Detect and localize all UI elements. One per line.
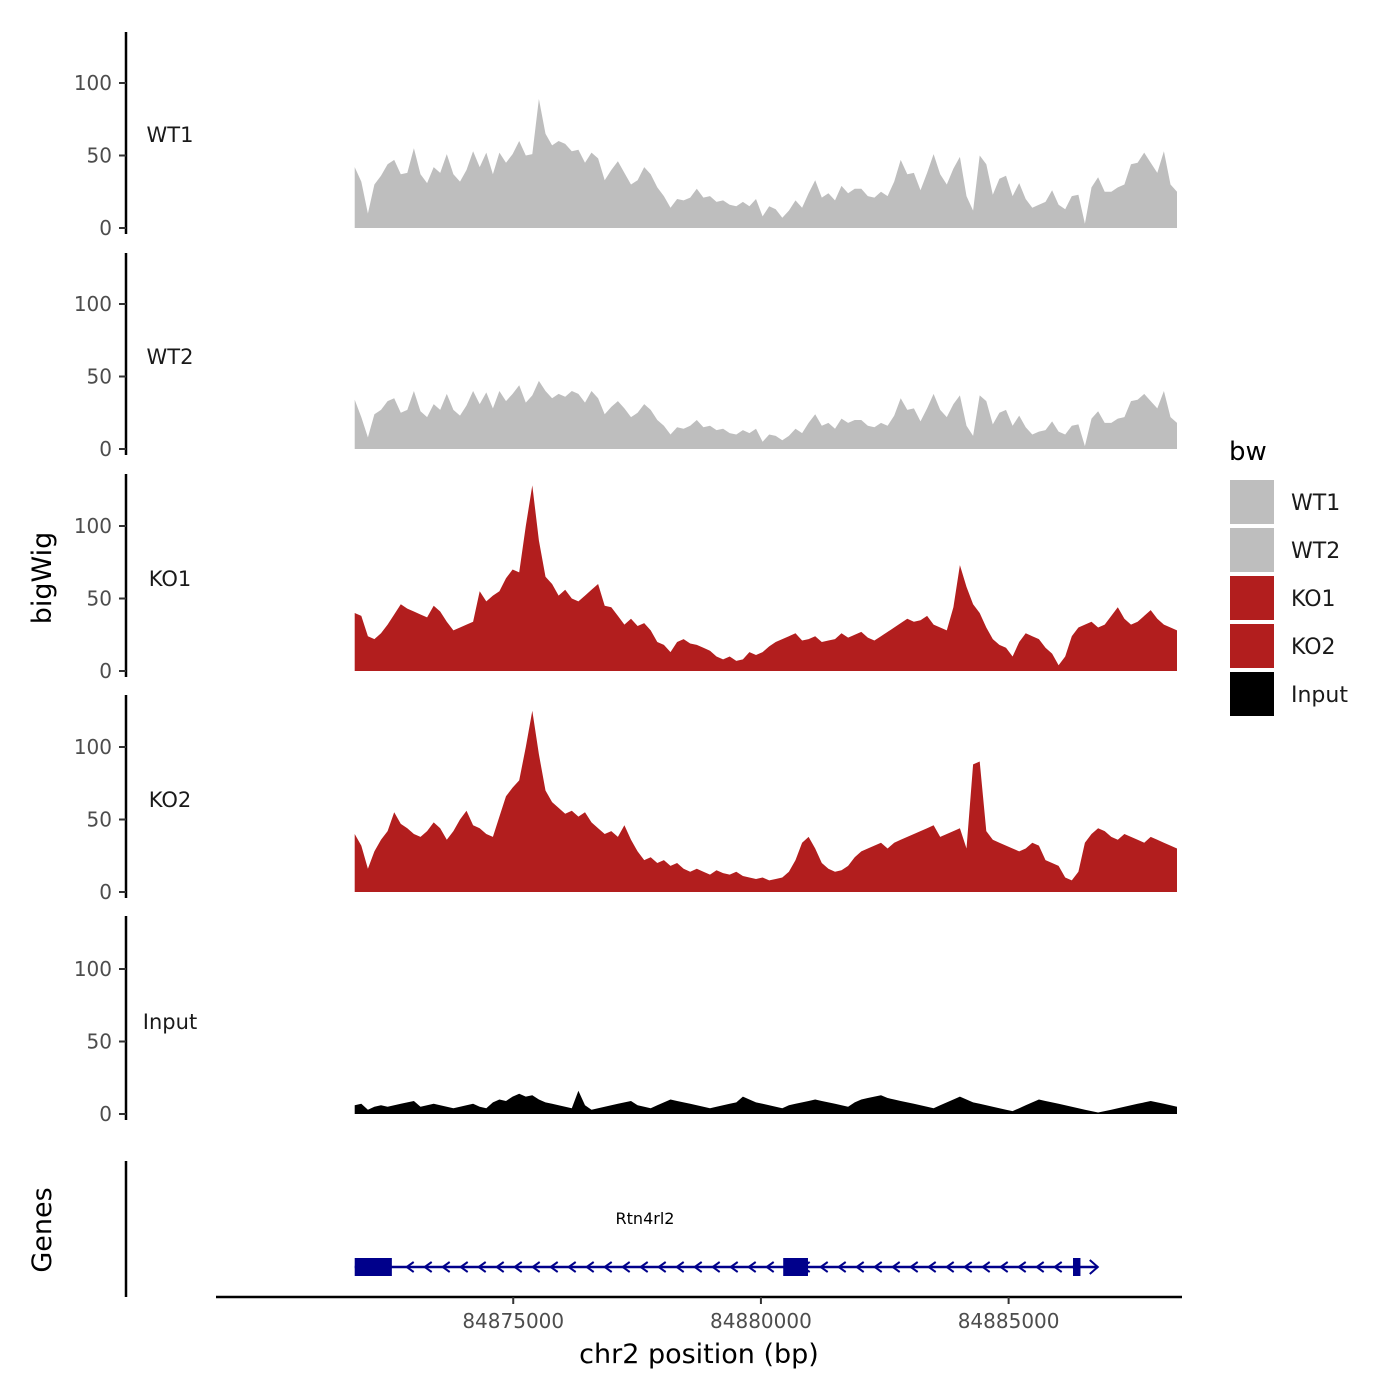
strand-arrow xyxy=(440,1261,451,1273)
y-tick-label: 50 xyxy=(87,808,112,832)
x-tick-label: 84885000 xyxy=(958,1309,1060,1333)
strand-arrow xyxy=(584,1261,595,1273)
strand-arrow xyxy=(404,1261,415,1273)
gene-name-label: Rtn4rl2 xyxy=(616,1209,675,1228)
legend-swatch xyxy=(1230,576,1274,620)
y-axis-title: bigWig xyxy=(27,532,58,625)
track-wt1: 0 50 100 WT1 xyxy=(74,32,1177,240)
gene-end-marker xyxy=(1089,1259,1100,1275)
legend-swatch xyxy=(1230,480,1274,524)
y-tick-label: 0 xyxy=(99,437,112,461)
legend-title: bw xyxy=(1229,437,1267,467)
strand-arrow xyxy=(638,1261,649,1273)
legend-item-ko1: KO1 xyxy=(1230,576,1336,620)
track-label: KO2 xyxy=(149,788,192,812)
gene-panel-title: Genes xyxy=(27,1187,58,1272)
y-tick-label: 100 xyxy=(74,71,112,95)
strand-arrow xyxy=(1034,1261,1045,1273)
strand-arrow xyxy=(512,1261,523,1273)
strand-arrow xyxy=(656,1261,667,1273)
strand-arrow xyxy=(422,1261,433,1273)
x-axis: 84875000 84880000 84885000 xyxy=(216,1295,1182,1333)
y-tick-label: 0 xyxy=(99,216,112,240)
strand-arrow xyxy=(890,1261,901,1273)
strand-arrow xyxy=(1052,1261,1063,1273)
gene-exon xyxy=(1073,1258,1081,1276)
legend-item-wt2: WT2 xyxy=(1230,528,1340,572)
strand-arrow xyxy=(566,1261,577,1273)
track-label: WT2 xyxy=(147,345,194,369)
signal-area-ko2 xyxy=(354,710,1177,892)
strand-arrow xyxy=(548,1261,559,1273)
strand-arrow xyxy=(836,1261,847,1273)
track-wt2: 0 50 100 WT2 xyxy=(74,253,1177,461)
track-ko1: 0 50 100 KO1 xyxy=(74,474,1177,683)
y-tick-label: 100 xyxy=(74,735,112,759)
strand-arrow xyxy=(620,1261,631,1273)
track-ko2: 0 50 100 KO2 xyxy=(74,695,1177,904)
strand-arrow xyxy=(458,1261,469,1273)
legend-item-input: Input xyxy=(1230,672,1348,716)
legend-label: KO2 xyxy=(1291,635,1336,660)
strand-arrow xyxy=(746,1261,757,1273)
signal-area-wt2 xyxy=(354,380,1177,449)
y-tick-label: 100 xyxy=(74,292,112,316)
legend-swatch xyxy=(1230,528,1274,572)
strand-arrow xyxy=(926,1261,937,1273)
legend: bw WT1 WT2 KO1 KO2 Input xyxy=(1229,437,1348,716)
strand-arrow xyxy=(998,1261,1009,1273)
strand-arrow xyxy=(674,1261,685,1273)
y-tick-label: 50 xyxy=(87,1030,112,1054)
bigwig-tracks: 0 50 100 WT1 0 50 100 WT2 0 50 100 KO1 0 50 100 KO2 0 50 1… xyxy=(74,32,1177,1126)
y-tick-label: 50 xyxy=(87,587,112,611)
strand-arrow xyxy=(854,1261,865,1273)
strand-arrow xyxy=(530,1261,541,1273)
strand-arrow xyxy=(692,1261,703,1273)
y-tick-label: 100 xyxy=(74,514,112,538)
strand-arrow xyxy=(494,1261,505,1273)
strand-arrow xyxy=(818,1261,829,1273)
legend-label: WT2 xyxy=(1291,539,1340,564)
track-label: WT1 xyxy=(147,123,194,147)
legend-item-wt1: WT1 xyxy=(1230,480,1340,524)
strand-arrow xyxy=(728,1261,739,1273)
strand-arrow xyxy=(962,1261,973,1273)
legend-label: KO1 xyxy=(1291,587,1336,612)
strand-arrow xyxy=(908,1261,919,1273)
x-tick-label: 84880000 xyxy=(710,1309,812,1333)
y-tick-label: 0 xyxy=(99,880,112,904)
x-tick-label: 84875000 xyxy=(462,1309,564,1333)
x-axis-title: chr2 position (bp) xyxy=(579,1339,819,1370)
gene-exon xyxy=(354,1258,392,1276)
track-input: 0 50 100 Input xyxy=(74,916,1177,1126)
gene-exon xyxy=(783,1258,808,1276)
strand-arrow xyxy=(980,1261,991,1273)
strand-arrow xyxy=(1016,1261,1027,1273)
gene-panel: Rtn4rl2 xyxy=(124,1161,1100,1297)
legend-item-ko2: KO2 xyxy=(1230,624,1336,668)
track-label: KO1 xyxy=(149,567,192,591)
strand-arrow xyxy=(872,1261,883,1273)
strand-arrow xyxy=(710,1261,721,1273)
legend-label: Input xyxy=(1291,683,1348,708)
legend-label: WT1 xyxy=(1291,491,1340,516)
strand-arrow xyxy=(476,1261,487,1273)
track-label: Input xyxy=(143,1010,197,1034)
y-tick-label: 100 xyxy=(74,957,112,981)
strand-arrow xyxy=(602,1261,613,1273)
signal-area-input xyxy=(354,1090,1177,1114)
y-tick-label: 0 xyxy=(99,1102,112,1126)
legend-swatch xyxy=(1230,624,1274,668)
y-tick-label: 0 xyxy=(99,659,112,683)
y-tick-label: 50 xyxy=(87,365,112,389)
legend-swatch xyxy=(1230,672,1274,716)
signal-area-wt1 xyxy=(354,99,1177,228)
signal-area-ko1 xyxy=(354,485,1177,671)
y-tick-label: 50 xyxy=(87,144,112,168)
strand-arrow xyxy=(764,1261,775,1273)
strand-arrow xyxy=(944,1261,955,1273)
